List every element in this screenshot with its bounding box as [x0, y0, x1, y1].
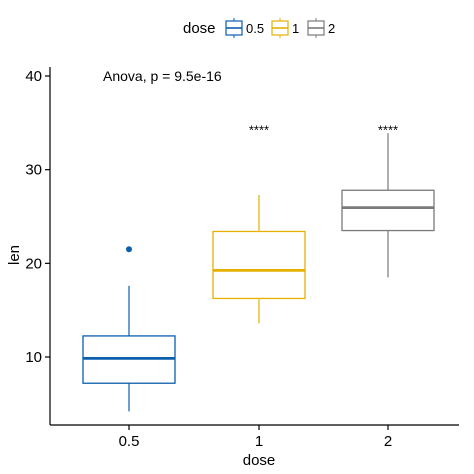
y-tick-label: 20 — [25, 255, 42, 272]
box-iqr — [212, 230, 306, 300]
anova-annotation: Anova, p = 9.5e-16 — [103, 68, 222, 84]
legend-key-0.5: 0.5 — [225, 18, 264, 38]
legend-label: 2 — [328, 21, 335, 36]
significance-label: **** — [378, 122, 398, 137]
legend-key-2: 2 — [307, 18, 335, 38]
legend: dose 0.5 1 2 — [183, 18, 335, 38]
y-tick-label: 30 — [25, 162, 42, 179]
x-tick-label: 1 — [255, 433, 263, 450]
outlier-point — [126, 246, 132, 253]
y-tick-label: 40 — [25, 68, 42, 85]
x-axis-ticks: 0.5 1 2 — [119, 425, 392, 450]
plot-area: **** **** — [82, 122, 435, 412]
box-1: **** — [212, 122, 306, 324]
legend-label: 0.5 — [246, 21, 264, 36]
box-iqr — [341, 189, 435, 232]
box-0.5 — [82, 246, 176, 412]
box-2: **** — [341, 122, 435, 278]
y-axis-ticks: 10 20 30 40 — [25, 68, 50, 366]
legend-key-1: 1 — [271, 18, 299, 38]
x-tick-label: 2 — [384, 433, 392, 450]
significance-label: **** — [249, 122, 269, 137]
y-axis-label: len — [6, 245, 23, 265]
legend-label: 1 — [292, 21, 299, 36]
legend-title: dose — [183, 20, 216, 37]
x-tick-label: 0.5 — [119, 433, 140, 450]
x-axis-label: dose — [243, 452, 276, 469]
y-tick-label: 10 — [25, 349, 42, 366]
